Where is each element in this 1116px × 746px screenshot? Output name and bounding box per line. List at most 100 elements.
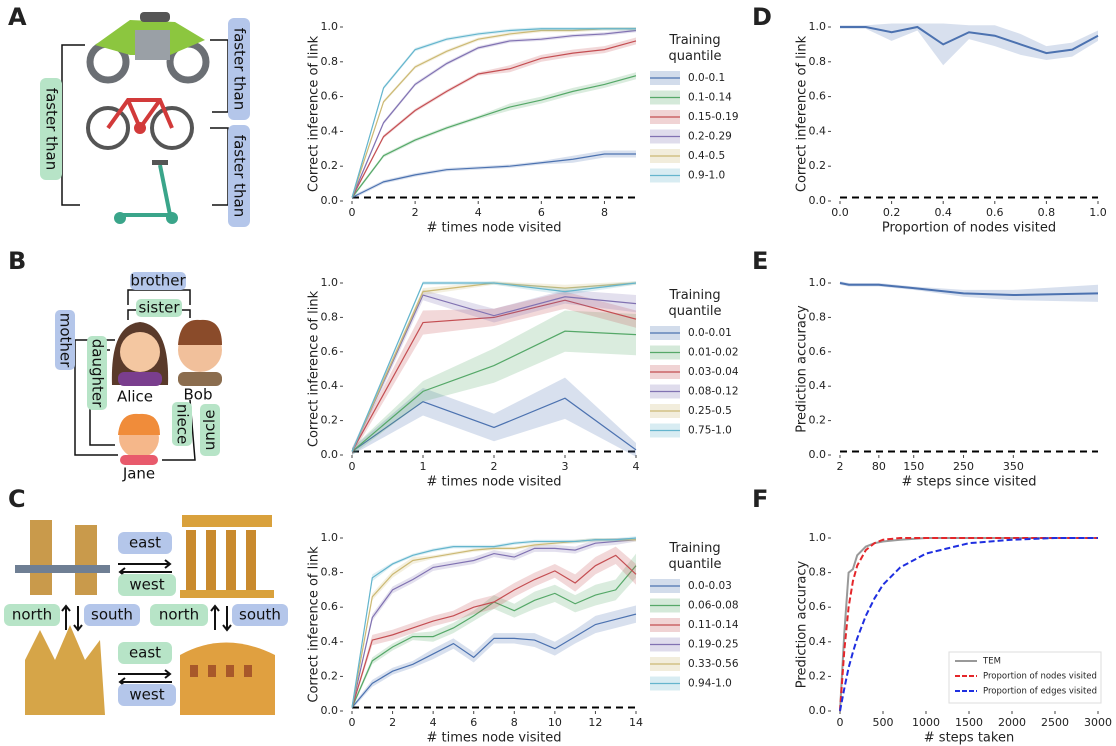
panel-label: B [8,247,26,275]
legend-label: 0.06-0.08 [688,600,739,612]
legend-label: 0.75-1.0 [688,425,732,437]
arrow [210,39,229,113]
x-tick-label: 1 [420,460,427,473]
legend-label: Proportion of edges visited [983,687,1097,697]
scooter-icon [114,160,178,224]
label-box [55,310,75,370]
x-tick-label: 0 [349,460,356,473]
legend-title: Training quantile [668,288,722,319]
label-box [150,604,208,626]
x-tick-label: 8 [511,716,518,729]
series-line [351,554,637,708]
legend-label: 0.0-0.03 [688,580,732,592]
x-tick-label: 1500 [955,716,983,729]
y-tick-label: 1.0 [809,276,827,289]
y-tick-label: 0.8 [321,55,339,68]
label-box [87,336,107,410]
label-box [4,604,60,626]
relation-label: faster than [43,88,61,170]
error-band [352,546,636,710]
y-tick-label: 0.0 [809,704,827,717]
series-line [839,537,1098,712]
series-line [351,153,636,199]
person-name: Alice [117,388,153,406]
face-icon [178,319,222,386]
legend-title: Training quantile [668,33,722,64]
series-line [839,537,1098,712]
error-band [352,72,636,200]
legend-label: 0.94-1.0 [688,678,732,690]
error-band [352,291,636,455]
panel-label: C [8,485,26,513]
x-tick-label: 2 [837,460,844,473]
y-tick-label: 0.2 [809,414,827,427]
legend-label: TEM [982,657,1001,667]
label-box [40,78,62,180]
x-axis-label: # times node visited [427,731,562,746]
y-tick-label: 1.0 [321,276,339,289]
label-box [84,604,140,626]
x-tick-label: 0.8 [1038,206,1056,219]
relation-label: faster than [231,28,249,110]
legend-label: 0.01-0.02 [688,347,739,359]
y-tick-label: 0.8 [321,310,339,323]
motorcycle-icon [86,12,210,84]
legend-title: Training quantile [668,541,722,572]
series-line [351,613,637,708]
y-tick-label: 0.6 [321,600,339,613]
legend-label: 0.19-0.25 [688,639,739,651]
legend-label: 0.9-1.0 [688,170,725,182]
legend-label: 0.0-0.1 [688,72,725,84]
series-line [351,29,637,198]
bicycle-icon [86,98,194,150]
series-line [840,25,1099,55]
relation-label: faster than [231,135,249,217]
error-band [352,310,636,455]
y-tick-label: 0.0 [321,704,339,717]
diagram-a: faster than faster than faster than [40,12,250,227]
face-icon [111,322,169,386]
y-tick-label: 0.6 [809,90,827,103]
arrow [61,604,83,632]
x-tick-label: 80 [872,460,886,473]
x-axis-label: # times node visited [427,475,562,490]
y-axis-label: Prediction accuracy [795,561,810,689]
y-tick-label: 0.2 [809,669,827,682]
x-tick-label: 0 [349,206,356,219]
series-line [351,397,637,453]
y-tick-label: 0.4 [321,379,339,392]
legend-label: Proportion of nodes visited [983,672,1097,682]
y-tick-label: 0.0 [321,448,339,461]
y-axis-label: Correct inference of link [795,35,810,192]
x-tick-label: 0.2 [883,206,901,219]
arrow [118,669,172,679]
x-tick-label: 6 [538,206,545,219]
error-band [840,23,1098,66]
series-line [351,282,637,452]
series-line [351,537,637,708]
relation-label: sister [138,299,180,317]
legend-label: 0.0-0.01 [688,327,732,339]
series-line [351,28,636,198]
x-axis-label: Proportion of nodes visited [882,221,1056,236]
diagram-b: brother sister Alice Bob Jane mother dau… [55,272,222,483]
label-box [172,402,192,446]
label-box [200,404,220,456]
x-tick-label: 0.4 [934,206,952,219]
y-tick-label: 0.4 [321,635,339,648]
face-icon [118,413,160,465]
y-tick-label: 0.2 [809,159,827,172]
legend-label: 0.4-0.5 [688,150,725,162]
x-tick-label: 2 [491,460,498,473]
label-box [130,272,186,290]
y-tick-label: 0.6 [809,345,827,358]
legend-label: 0.03-0.04 [688,366,739,378]
cathedral-icon [25,625,105,715]
label-box [118,574,176,596]
y-tick-label: 0.6 [321,345,339,358]
x-tick-label: 350 [1003,460,1024,473]
tower-bridge-icon [15,520,110,595]
y-tick-label: 0.0 [321,194,339,207]
y-tick-label: 0.6 [321,90,339,103]
colosseum-icon [180,642,275,715]
